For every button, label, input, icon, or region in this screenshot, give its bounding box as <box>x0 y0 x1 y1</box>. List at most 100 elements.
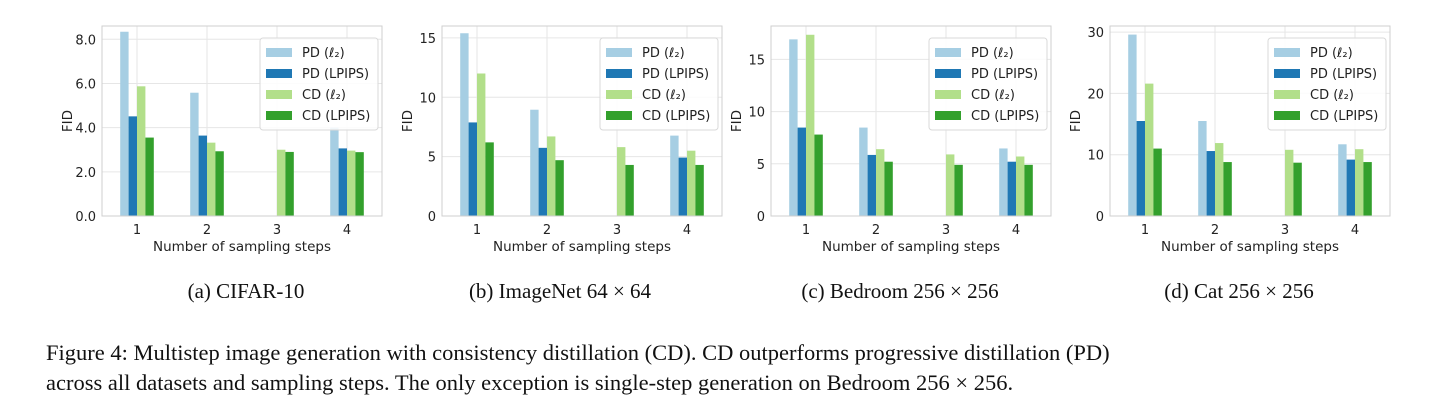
x-tick-label: 4 <box>1012 223 1020 238</box>
x-tick-label: 2 <box>543 223 551 238</box>
chart-panel-cat: 0 10 20 30 1 2 3 4 Number of sampling steps FID PD… <box>1068 18 1418 255</box>
bar-cd-lpips <box>625 164 634 216</box>
bar-cd-lpips <box>485 142 494 216</box>
bar-cd-l2 <box>806 34 815 217</box>
x-tick-label: 4 <box>343 223 351 238</box>
x-tick-label: 1 <box>133 223 141 238</box>
legend-swatch-cd-lpips <box>266 111 292 120</box>
x-axis-label: Number of sampling steps <box>493 239 671 255</box>
legend-swatch-pd-l2 <box>266 48 292 57</box>
subcaption-cifar10: (a) CIFAR-10 <box>187 279 305 303</box>
figure-caption-line-2: across all datasets and sampling steps. … <box>46 370 1014 395</box>
bar-cd-lpips <box>695 164 704 216</box>
legend-label-pd-lpips: PD (LPIPS) <box>642 67 709 82</box>
legend-swatch-cd-l2 <box>935 90 961 99</box>
y-tick-label: 0 <box>757 210 765 225</box>
bar-pd-lpips <box>1206 151 1215 216</box>
legend-label-pd-l2: PD (ℓ₂) <box>302 46 345 61</box>
plot-frame <box>1109 25 1391 217</box>
x-tick-label: 1 <box>802 223 810 238</box>
legend-box <box>259 37 379 131</box>
x-tick-label: 3 <box>613 223 621 238</box>
y-tick-label: 0.0 <box>75 210 96 225</box>
x-tick-label: 3 <box>273 223 281 238</box>
x-tick-label: 4 <box>1351 223 1359 238</box>
chart-panel-cifar10: 0.0 2.0 4.0 6.0 8.0 1 2 3 4 Number of sampling st… <box>60 18 410 255</box>
x-tick-label: 1 <box>1141 223 1149 238</box>
bar-cd-l2 <box>477 73 486 216</box>
y-tick-label: 2.0 <box>75 166 96 181</box>
legend-label-cd-lpips: CD (LPIPS) <box>1310 109 1378 124</box>
bar-pd-l2 <box>1338 144 1347 216</box>
bar-cd-l2 <box>687 150 696 216</box>
bar-cd-lpips <box>1024 164 1033 216</box>
bar-pd-l2 <box>789 39 798 216</box>
plot-frame <box>101 25 383 217</box>
y-axis-label: FID <box>1068 110 1084 132</box>
legend: PD (ℓ₂) PD (LPIPS) CD (ℓ₂) CD (LPIPS) <box>259 37 379 131</box>
y-tick-label: 30 <box>1087 26 1104 41</box>
chart-svg-cat: 0 10 20 30 1 2 3 4 Number of sampling steps FID PD… <box>1068 25 1391 255</box>
bar-cd-l2 <box>617 147 626 216</box>
chart-panel-bedroom: 0 5 10 15 1 2 3 4 Number of sampling steps FID PD … <box>729 18 1079 255</box>
y-tick-label: 20 <box>1087 87 1104 102</box>
bar-pd-l2 <box>190 92 199 216</box>
y-tick-label: 5 <box>757 158 765 173</box>
bar-cd-l2 <box>137 86 146 216</box>
x-axis-label: Number of sampling steps <box>153 239 331 255</box>
bar-pd-l2 <box>460 33 469 217</box>
legend-swatch-pd-l2 <box>935 48 961 57</box>
y-axis-label: FID <box>400 110 416 132</box>
y-tick-label: 10 <box>419 91 436 106</box>
bar-cd-l2 <box>946 154 955 216</box>
legend-swatch-cd-l2 <box>266 90 292 99</box>
bar-pd-lpips <box>678 157 687 216</box>
bar-cd-lpips <box>954 164 963 216</box>
legend-label-cd-l2: CD (ℓ₂) <box>971 88 1015 103</box>
legend-swatch-pd-lpips <box>606 69 632 78</box>
legend-label-cd-l2: CD (ℓ₂) <box>1310 88 1354 103</box>
legend-label-pd-l2: PD (ℓ₂) <box>1310 46 1353 61</box>
legend-swatch-cd-l2 <box>1274 90 1300 99</box>
bar-cd-lpips <box>814 134 823 216</box>
legend-label-pd-l2: PD (ℓ₂) <box>971 46 1014 61</box>
legend-swatch-cd-l2 <box>606 90 632 99</box>
bar-cd-l2 <box>347 150 356 216</box>
legend-label-cd-lpips: CD (LPIPS) <box>642 109 710 124</box>
bar-pd-l2 <box>530 109 539 216</box>
x-tick-label: 1 <box>473 223 481 238</box>
y-tick-label: 0 <box>428 210 436 225</box>
bar-pd-lpips <box>128 116 137 216</box>
bar-cd-lpips <box>145 137 154 216</box>
legend-swatch-pd-l2 <box>1274 48 1300 57</box>
bar-pd-l2 <box>120 31 129 216</box>
x-tick-label: 3 <box>1281 223 1289 238</box>
bar-pd-l2 <box>999 148 1008 216</box>
legend-swatch-pd-lpips <box>1274 69 1300 78</box>
bar-cd-l2 <box>207 142 216 216</box>
x-axis-label: Number of sampling steps <box>822 239 1000 255</box>
plot-frame <box>770 25 1052 217</box>
figure-caption: Figure 4: Multistep image generation wit… <box>46 338 1416 398</box>
chart-svg-imagenet: 0 5 10 15 1 2 3 4 Number of sampling steps FID PD … <box>400 25 723 255</box>
bar-cd-l2 <box>1145 83 1154 216</box>
x-tick-label: 2 <box>1211 223 1219 238</box>
bar-cd-l2 <box>1285 149 1294 216</box>
figure-caption-line-1: Figure 4: Multistep image generation wit… <box>46 340 1110 365</box>
bar-pd-lpips <box>1007 161 1016 216</box>
bar-cd-lpips <box>1293 162 1302 216</box>
bar-cd-lpips <box>555 160 564 216</box>
legend-swatch-cd-lpips <box>606 111 632 120</box>
bar-cd-l2 <box>1355 149 1364 216</box>
legend: PD (ℓ₂) PD (LPIPS) CD (ℓ₂) CD (LPIPS) <box>599 37 719 131</box>
legend-box <box>1267 37 1387 131</box>
legend-swatch-pd-l2 <box>606 48 632 57</box>
y-tick-label: 10 <box>1087 149 1104 164</box>
x-tick-label: 4 <box>683 223 691 238</box>
y-tick-label: 10 <box>748 106 765 121</box>
bar-pd-l2 <box>330 127 339 216</box>
legend-label-cd-lpips: CD (LPIPS) <box>971 109 1039 124</box>
legend-swatch-pd-lpips <box>266 69 292 78</box>
subcaption-imagenet: (b) ImageNet 64 × 64 <box>468 279 652 303</box>
bar-pd-l2 <box>670 135 679 216</box>
